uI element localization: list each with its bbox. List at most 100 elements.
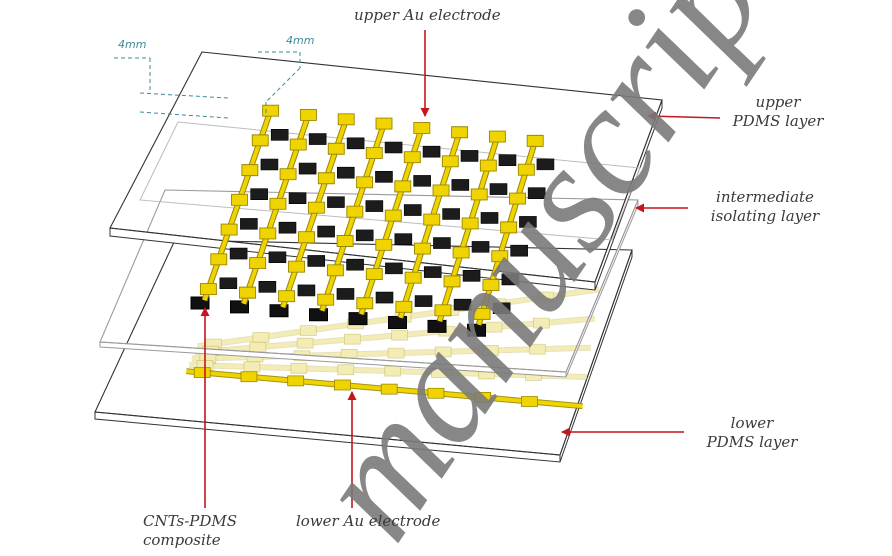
lower-electrode-pad (387, 347, 405, 359)
label-cnts-line1: CNTs-PDMS (143, 512, 238, 530)
upper-electrode-pad (384, 209, 402, 222)
upper-electrode-pad (288, 260, 305, 273)
label-upper-pdms-layer: upper PDMS layer (718, 93, 838, 131)
dimension-line (139, 92, 229, 99)
sensor-element (536, 158, 555, 171)
upper-electrode-pad (241, 164, 259, 177)
dimension-line (265, 67, 301, 103)
sensor-element (498, 154, 517, 166)
upper-electrode-pad (326, 264, 344, 277)
upper-electrode-pad (413, 121, 431, 134)
upper-electrode-pad (473, 307, 491, 320)
sensor-element (229, 247, 248, 260)
upper-electrode-pad (298, 231, 315, 244)
label-cnts-pdms-composite: CNTs-PDMS composite (143, 512, 237, 550)
upper-electrode-pad (432, 184, 450, 197)
sensor-element (336, 166, 355, 179)
upper-electrode-pad (279, 168, 297, 181)
sensor-element (375, 170, 393, 183)
lower-electrode-pad (536, 291, 554, 303)
label-intermediate-line2: isolating layer (710, 207, 820, 225)
upper-electrode-pad (413, 242, 431, 255)
sensor-element (527, 187, 546, 199)
sensor-element (519, 216, 537, 228)
sensor-element (336, 288, 355, 300)
upper-pdms-layer-top-face (109, 51, 663, 283)
upper-electrode-pad (199, 283, 217, 296)
upper-electrode-pad (262, 104, 280, 117)
upper-electrode-pad (317, 172, 335, 185)
sensor-element (433, 237, 451, 249)
label-intermediate-isolating-layer: intermediate isolating layer (690, 188, 840, 226)
sensor-element (240, 218, 258, 230)
upper-electrode-pad (356, 297, 374, 310)
label-cnts-line2: composite (143, 531, 221, 549)
upper-electrode-pad (452, 246, 470, 259)
dimension-label-width: 4mm (118, 38, 147, 51)
sensor-element (422, 145, 441, 158)
upper-electrode-pad (509, 192, 526, 205)
lower-layers (94, 189, 639, 463)
sensor-element (489, 183, 508, 195)
sensor-element (346, 258, 364, 271)
lower-electrode-pad (243, 361, 261, 373)
lower-electrode-pad (427, 387, 445, 399)
upper-electrode-pad (404, 271, 422, 284)
lower-electrode-pad (532, 317, 550, 329)
upper-electrode-pad (394, 180, 412, 193)
upper-electrode-pad (337, 113, 355, 126)
upper-electrode-pad (299, 109, 317, 121)
sensor-element (451, 179, 470, 191)
upper-electrode-pad (488, 130, 506, 143)
sensor-element (307, 255, 326, 267)
upper-electrode-pad (278, 290, 296, 303)
sensor-element (219, 277, 238, 290)
lower-electrode-pad (240, 371, 258, 383)
sensor-element (394, 233, 413, 246)
sensor-element (250, 188, 268, 200)
lower-electrode-pad (193, 367, 211, 378)
upper-electrode-pad (441, 155, 459, 168)
upper-electrode-pad (526, 134, 544, 147)
upper-electrode-pad (356, 176, 374, 189)
sensor-element (268, 251, 287, 264)
sensor-element (365, 200, 384, 212)
lower-electrode-pad (434, 346, 452, 358)
lower-electrode-pad (296, 337, 314, 349)
sensor-element (414, 295, 433, 307)
callout-arrow (647, 111, 721, 121)
upper-electrode-pad (336, 235, 354, 247)
upper-electrode-pad (434, 304, 452, 317)
dimension-lines (114, 51, 301, 119)
upper-electrode-pad (220, 223, 238, 236)
upper-electrode-pad (289, 138, 307, 151)
callout-arrows (200, 30, 721, 508)
upper-electrode-pad (307, 201, 325, 214)
sensor-element (288, 192, 307, 204)
upper-electrode-pad (375, 117, 393, 130)
upper-electrode-pad (210, 253, 228, 266)
sensor-element (471, 241, 490, 253)
label-upper-au-electrode: upper Au electrode (354, 6, 501, 24)
upper-electrode-pad (482, 279, 500, 291)
label-lower-pdms-layer: lower PDMS layer (692, 414, 812, 452)
lower-electrode-pad (249, 341, 267, 353)
dimension-line (139, 111, 229, 119)
sensor-element (403, 204, 422, 216)
upper-electrode-pad (259, 227, 277, 240)
sensor-element (460, 150, 479, 162)
upper-electrode-pad (365, 147, 383, 159)
upper-electrode-pad (365, 268, 383, 280)
upper-electrode-pad (403, 151, 421, 164)
upper-electrode-pad (269, 197, 287, 210)
label-lower-au-electrode: lower Au electrode (296, 512, 441, 530)
lower-electrode-pad (337, 364, 355, 376)
upper-layers (109, 51, 663, 326)
upper-electrode-pad (327, 142, 345, 155)
sensor-element (492, 302, 511, 315)
sensor-element (327, 196, 345, 208)
upper-electrode-pad (491, 250, 509, 263)
lower-electrode-pad (287, 375, 305, 387)
sensor-element (501, 273, 520, 286)
